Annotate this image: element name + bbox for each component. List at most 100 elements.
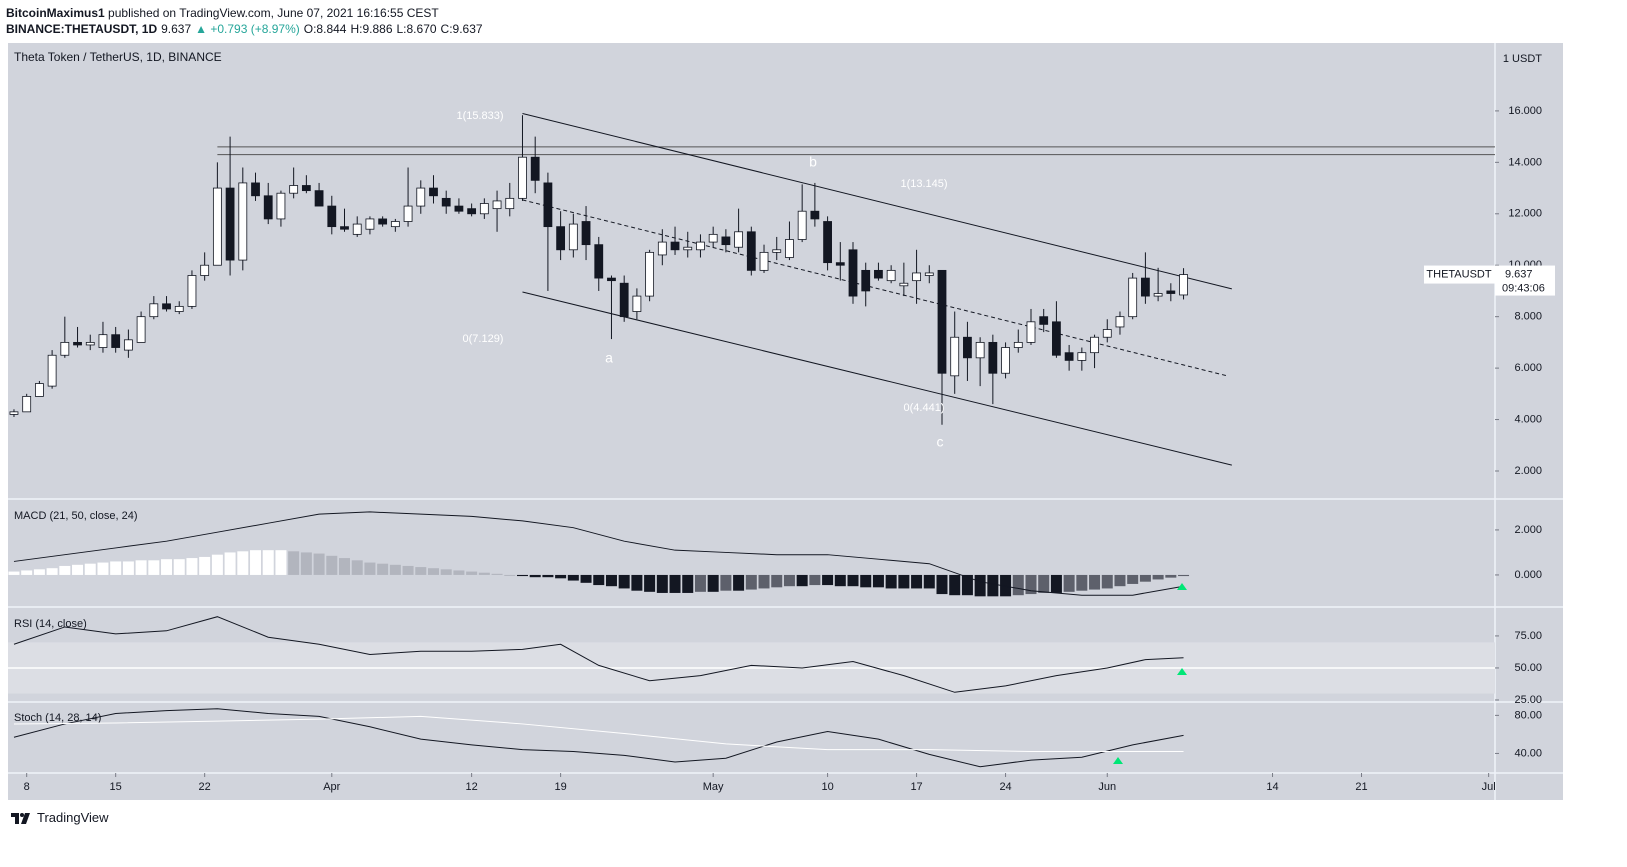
last: 9.637: [161, 22, 192, 36]
histogram-bar: [567, 574, 579, 581]
candle-body: [1128, 277, 1138, 318]
candle-body: [594, 244, 604, 279]
histogram-bar: [834, 574, 846, 587]
histogram-bar: [1076, 574, 1088, 591]
histogram-bar: [427, 568, 439, 575]
candle-body: [212, 187, 222, 266]
histogram-bar: [783, 574, 795, 587]
y-tick-label: 80.00: [1514, 709, 1542, 721]
y-tick-label: 14.000: [1508, 156, 1542, 168]
histogram-bar: [275, 550, 287, 575]
candle-body: [912, 272, 921, 282]
candle-body: [187, 275, 197, 307]
candle-body: [975, 341, 985, 359]
histogram-bar: [415, 567, 427, 575]
histogram-bar: [224, 552, 236, 575]
histogram-bar: [707, 574, 719, 592]
histogram-bar: [936, 574, 948, 595]
candle-body: [581, 221, 591, 246]
candle-body: [479, 203, 489, 215]
histogram-bar: [694, 574, 706, 592]
candle-body: [441, 197, 451, 207]
candle-body: [924, 272, 934, 276]
candle-body: [454, 205, 464, 212]
histogram-bar: [516, 574, 528, 577]
indicator-line: [13, 715, 1184, 753]
histogram-bar: [199, 556, 211, 575]
histogram-bar: [33, 569, 45, 575]
candle-body: [556, 226, 566, 251]
histogram-bar: [21, 570, 33, 575]
publisher: BitcoinMaximus1: [6, 6, 105, 20]
header-line: BitcoinMaximus1 published on TradingView…: [6, 5, 487, 21]
price-label-symbol: THETAUSDT: [1426, 268, 1491, 280]
histogram-bar: [504, 574, 516, 576]
signal-arrow: [1177, 583, 1187, 590]
candle-body: [340, 226, 349, 230]
candle-body: [149, 303, 159, 318]
histogram-bar: [822, 574, 834, 586]
y-tick-label: 12.000: [1508, 208, 1542, 220]
histogram-bar: [389, 564, 401, 575]
candle-body: [886, 269, 896, 282]
candle-body: [314, 190, 324, 207]
histogram-bar: [758, 574, 770, 589]
histogram-bar: [555, 574, 567, 579]
candle-body: [492, 200, 502, 210]
candle-body: [1115, 316, 1125, 328]
histogram-bar: [364, 562, 376, 575]
candle-body: [543, 182, 553, 228]
histogram-bar: [351, 560, 363, 575]
candle-body: [1052, 321, 1061, 356]
histogram-bar: [186, 558, 198, 575]
histogram-bar: [898, 574, 910, 589]
trendline: [522, 291, 1232, 466]
candle-body: [823, 221, 832, 264]
histogram-bar: [46, 568, 58, 575]
histogram-bar: [911, 574, 923, 589]
histogram-bar: [237, 551, 249, 575]
histogram-bar: [288, 551, 300, 575]
histogram-bar: [326, 555, 338, 575]
histogram-bar: [377, 563, 389, 575]
candle-body: [1102, 329, 1112, 338]
x-tick-label: 21: [1355, 781, 1367, 793]
candle-body: [734, 231, 743, 248]
histogram-bar: [440, 569, 452, 575]
candle-body: [861, 269, 871, 292]
histogram-bar: [949, 574, 961, 596]
histogram-bar: [72, 564, 84, 575]
histogram-bar: [339, 558, 351, 575]
candle-body: [785, 239, 794, 258]
indicator-line: [13, 511, 1184, 596]
histogram-bar: [466, 571, 478, 575]
candle-body: [123, 339, 133, 351]
y-tick-label: 16.000: [1508, 105, 1542, 117]
histogram-bar: [860, 574, 872, 588]
candle-body: [568, 223, 578, 251]
y-tick-label: 0.000: [1514, 569, 1542, 581]
histogram-bar: [84, 563, 96, 575]
candle-body: [1166, 290, 1176, 294]
indicator-line: [13, 616, 1184, 693]
candle-body: [950, 336, 960, 377]
histogram-bar: [135, 560, 147, 575]
candle-body: [708, 233, 718, 243]
histogram-bar: [122, 561, 134, 575]
histogram-bar: [580, 574, 592, 583]
histogram-bar: [605, 574, 617, 587]
high: H:9.886: [350, 22, 393, 36]
candle-body: [1064, 352, 1074, 361]
annotation: 0(7.129): [463, 333, 504, 345]
candle-body: [35, 383, 44, 397]
stoch-title: Stoch (14, 28, 14): [14, 712, 101, 724]
histogram-bar: [1012, 574, 1024, 596]
histogram-bar: [491, 573, 503, 575]
close: C:9.637: [440, 22, 483, 36]
candle-body: [1013, 341, 1023, 348]
histogram-bar: [148, 560, 160, 575]
candle-body: [47, 354, 57, 387]
histogram-bar: [1101, 574, 1113, 589]
histogram-bar: [682, 574, 694, 593]
